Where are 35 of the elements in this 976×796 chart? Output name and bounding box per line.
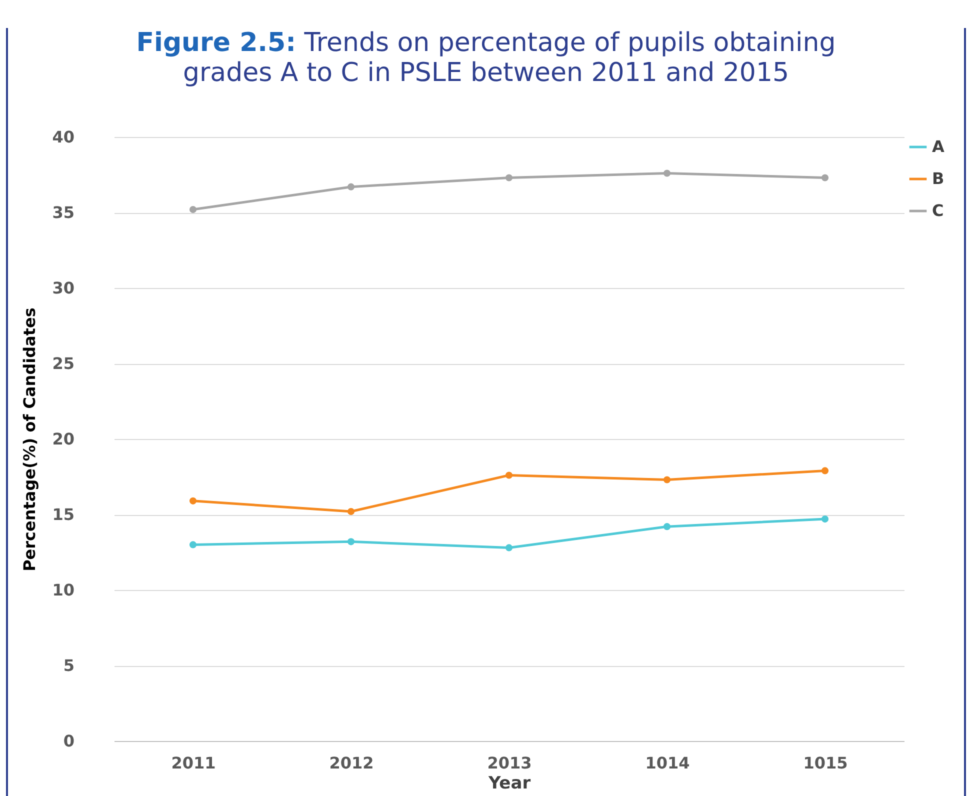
point: [663, 523, 671, 530]
legend-label: A: [932, 137, 945, 156]
point: [505, 472, 513, 479]
x-tick-label: 2013: [487, 754, 532, 772]
y-tick-label: 40: [52, 128, 74, 146]
y-tick-label: 15: [52, 505, 74, 524]
y-tick-label: 0: [63, 732, 74, 750]
point: [663, 476, 671, 484]
point: [505, 544, 513, 552]
point: [347, 538, 355, 546]
legend-label: C: [932, 201, 944, 220]
point: [189, 206, 197, 214]
point: [347, 183, 355, 190]
y-tick-label: 35: [52, 203, 74, 222]
chart-title: Figure 2.5: Trends on percentage of pupils obtaining grades A to C in PSLE between 2011 and 2015: [136, 28, 836, 88]
point: [505, 174, 513, 182]
y-tick-label: 10: [52, 580, 74, 600]
y-tick-label: 5: [63, 656, 74, 675]
legend-label: B: [932, 169, 944, 188]
x-tick-label: 2012: [329, 754, 374, 772]
point: [821, 174, 829, 182]
point: [663, 170, 671, 177]
x-axis-title: Year: [487, 774, 532, 794]
x-tick-label: 1015: [803, 754, 848, 772]
y-tick-label: 30: [52, 278, 74, 298]
point: [189, 497, 197, 504]
point: [347, 508, 355, 516]
point: [189, 541, 197, 548]
y-axis-title: Percentage(%) of Candidates: [20, 308, 40, 572]
x-tick-label: 2011: [171, 754, 216, 772]
y-tick-label: 25: [52, 354, 74, 373]
point: [821, 467, 829, 474]
y-tick-label: 20: [52, 430, 74, 448]
point: [821, 516, 829, 523]
x-tick-label: 1014: [645, 754, 690, 772]
